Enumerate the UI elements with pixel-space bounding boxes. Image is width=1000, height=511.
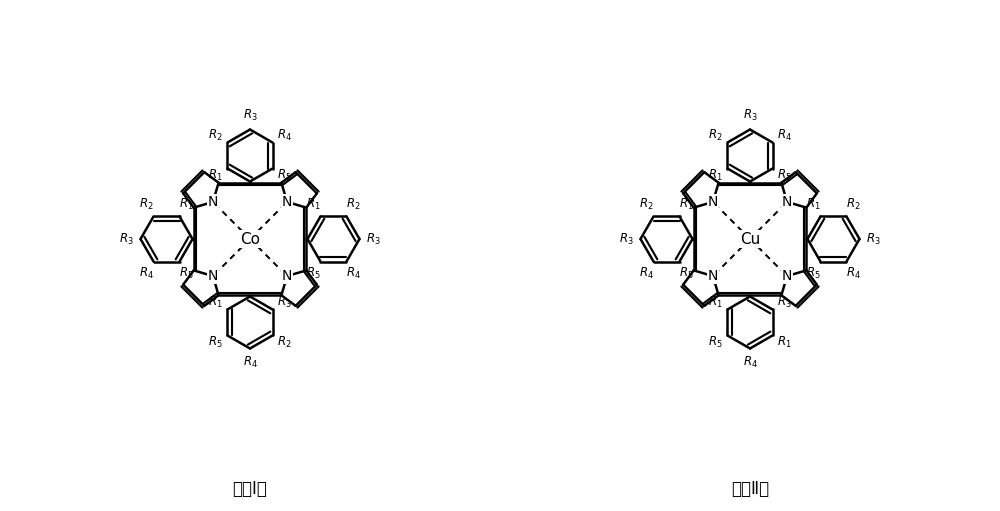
Text: $R_5$: $R_5$ xyxy=(208,335,223,350)
Text: $R_1$: $R_1$ xyxy=(179,197,194,212)
Text: $R_2$: $R_2$ xyxy=(139,197,154,212)
Text: $R_3$: $R_3$ xyxy=(619,231,634,246)
Text: $R_3$: $R_3$ xyxy=(743,108,757,123)
Text: $R_1$: $R_1$ xyxy=(208,295,223,310)
Text: N: N xyxy=(782,269,792,283)
Text: N: N xyxy=(708,195,718,209)
Text: $R_2$: $R_2$ xyxy=(639,197,654,212)
Text: $R_1$: $R_1$ xyxy=(208,168,223,183)
Text: $R_4$: $R_4$ xyxy=(743,355,757,370)
Text: $R_4$: $R_4$ xyxy=(139,266,154,281)
Text: $R_4$: $R_4$ xyxy=(277,128,292,143)
Text: 式（Ⅱ）: 式（Ⅱ） xyxy=(731,480,769,498)
Text: $R_1$: $R_1$ xyxy=(806,197,821,212)
Text: $R_4$: $R_4$ xyxy=(243,355,257,370)
Text: $R_4$: $R_4$ xyxy=(777,128,792,143)
Text: $R_3$: $R_3$ xyxy=(243,108,257,123)
Text: N: N xyxy=(782,195,792,209)
Text: $R_3$: $R_3$ xyxy=(777,295,792,310)
Text: N: N xyxy=(708,269,718,283)
Text: $R_2$: $R_2$ xyxy=(708,128,723,143)
Text: N: N xyxy=(282,195,292,209)
Text: N: N xyxy=(208,269,218,283)
Text: $R_3$: $R_3$ xyxy=(277,295,292,310)
Text: $R_2$: $R_2$ xyxy=(277,335,292,350)
Text: $R_1$: $R_1$ xyxy=(708,295,723,310)
Text: $R_5$: $R_5$ xyxy=(708,335,723,350)
Text: $R_4$: $R_4$ xyxy=(639,266,654,281)
Text: $R_2$: $R_2$ xyxy=(846,197,861,212)
Text: $R_1$: $R_1$ xyxy=(708,168,723,183)
Text: $R_5$: $R_5$ xyxy=(777,168,792,183)
Text: $R_5$: $R_5$ xyxy=(277,168,292,183)
Text: Co: Co xyxy=(240,231,260,246)
Text: N: N xyxy=(282,269,292,283)
Text: $R_5$: $R_5$ xyxy=(806,266,821,281)
Text: Cu: Cu xyxy=(740,231,760,246)
Text: $R_1$: $R_1$ xyxy=(306,197,321,212)
Text: $R_2$: $R_2$ xyxy=(346,197,361,212)
Text: $R_3$: $R_3$ xyxy=(866,231,881,246)
Text: $R_4$: $R_4$ xyxy=(346,266,361,281)
Text: $R_1$: $R_1$ xyxy=(679,197,694,212)
Text: $R_5$: $R_5$ xyxy=(679,266,694,281)
Text: $R_4$: $R_4$ xyxy=(846,266,861,281)
Text: 式（Ⅰ）: 式（Ⅰ） xyxy=(233,480,267,498)
Text: $R_2$: $R_2$ xyxy=(208,128,223,143)
Text: $R_5$: $R_5$ xyxy=(306,266,321,281)
Text: $R_3$: $R_3$ xyxy=(366,231,381,246)
Text: N: N xyxy=(208,195,218,209)
Text: $R_1$: $R_1$ xyxy=(777,335,792,350)
Text: $R_3$: $R_3$ xyxy=(119,231,134,246)
Text: $R_5$: $R_5$ xyxy=(179,266,194,281)
